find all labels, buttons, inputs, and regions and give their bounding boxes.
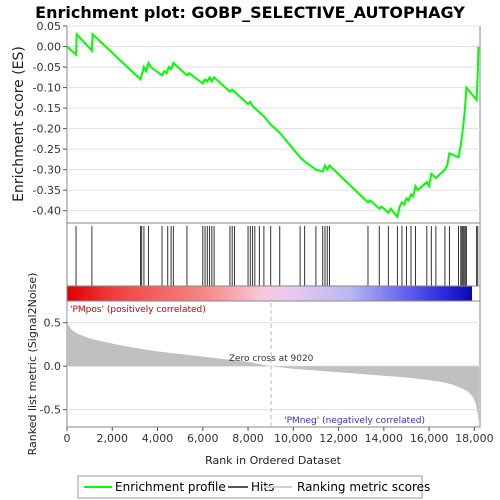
es-y-tick-label: -0.35: [33, 184, 61, 197]
es-y-axis-label: Enrichment score (ES): [11, 46, 27, 202]
x-tick-label: 2,000: [97, 432, 129, 445]
es-y-tick-label: -0.20: [33, 123, 61, 136]
positive-correlation-label: 'PMpos' (positively correlated): [70, 305, 206, 315]
metric-y-tick-label: 0.5: [44, 317, 62, 330]
hits-frame: [66, 222, 481, 287]
ranked-metric-panel: Zero cross at 9020 'PMpos' (positively c…: [26, 273, 481, 456]
x-tick-label: 4,000: [142, 432, 174, 445]
enrichment-profile-line: [66, 31, 480, 220]
rank-color-bar: [67, 286, 472, 301]
legend: Enrichment profile Hits Ranking metric s…: [77, 475, 430, 499]
legend-label-enrichment: Enrichment profile: [115, 480, 226, 494]
x-tick-label: 10,000: [274, 432, 313, 445]
hits-panel: [66, 222, 481, 287]
legend-label-hits: Hits: [251, 480, 274, 494]
x-tick-label: 8,000: [232, 432, 264, 445]
metric-y-ticks: 0.5 0.0 -0.5: [40, 317, 67, 417]
es-y-tick-label: -0.15: [33, 102, 61, 115]
x-axis-label: Rank in Ordered Dataset: [205, 454, 342, 467]
zero-cross-label: Zero cross at 9020: [229, 354, 314, 364]
metric-y-tick-label: -0.5: [40, 404, 61, 417]
x-axis: 0 2,000 4,000 6,000 8,000 10,000 12,000 14,000 1…: [64, 427, 494, 445]
legend-label-ranking: Ranking metric scores: [297, 480, 430, 494]
chart-title: Enrichment plot: GOBP_SELECTIVE_AUTOPHAG…: [35, 3, 465, 22]
es-panel: 0.05 0.00 -0.05 -0.10 -0.15 -0.20 -0.25 -0.30 -0…: [11, 20, 481, 224]
es-y-tick-label: 0.00: [37, 41, 62, 54]
x-tick-label: 6,000: [187, 432, 219, 445]
es-y-tick-label: -0.25: [33, 143, 61, 156]
es-y-tick-label: -0.10: [33, 82, 61, 95]
metric-y-axis-label: Ranked list metric (Signal2Noise): [26, 273, 39, 456]
es-y-tick-label: -0.40: [33, 205, 61, 218]
x-tick-label: 18,000: [455, 432, 494, 445]
es-plot-frame: [66, 25, 481, 224]
x-tick-label: 12,000: [319, 432, 358, 445]
x-tick-label: 14,000: [365, 432, 404, 445]
es-grid: [67, 25, 480, 212]
hit-lines: [75, 226, 479, 286]
x-tick-label: 16,000: [410, 432, 449, 445]
legend-box: [77, 475, 423, 499]
negative-correlation-label: 'PMneg' (negatively correlated): [284, 416, 425, 426]
es-y-tick-label: 0.05: [37, 20, 62, 33]
es-y-ticks: 0.05 0.00 -0.05 -0.10 -0.15 -0.20 -0.25 -0.30 -0…: [33, 20, 67, 218]
x-tick-label: 0: [64, 432, 71, 445]
ranking-metric-area: [67, 309, 479, 423]
metric-y-tick-label: 0.0: [44, 360, 62, 373]
es-y-tick-label: -0.30: [33, 164, 61, 177]
es-y-tick-label: -0.05: [33, 61, 61, 74]
